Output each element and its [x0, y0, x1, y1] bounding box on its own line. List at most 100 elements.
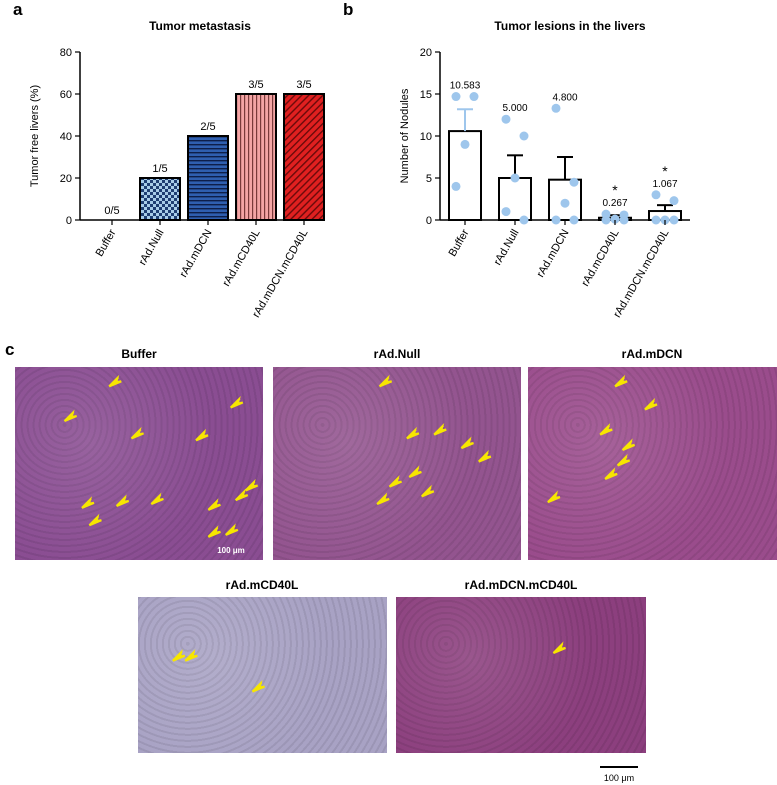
- significance-marker: *: [662, 163, 668, 179]
- data-point: [651, 215, 661, 225]
- data-label: 5.000: [502, 103, 527, 114]
- chart-title: Tumor metastasis: [149, 19, 251, 33]
- histology-image: [138, 597, 387, 753]
- y-axis-label: Number of Nodules: [399, 88, 411, 183]
- bottom-scalebar: 100 μm: [600, 766, 638, 783]
- data-point: [551, 215, 561, 225]
- data-label: 3/5: [248, 79, 263, 91]
- data-point: [510, 173, 520, 183]
- data-label: 2/5: [200, 121, 215, 133]
- histology-title: rAd.mCD40L: [225, 578, 299, 592]
- data-point: [451, 181, 461, 191]
- x-tick-label: rAd.mDCN.mCD40L: [250, 228, 310, 320]
- y-tick-label: 20: [60, 173, 72, 185]
- histology-annotations: [172, 649, 265, 693]
- arrow-marker: [406, 426, 420, 440]
- histology-annotations: 100 μm: [63, 374, 259, 555]
- arrow-marker: [433, 422, 447, 436]
- data-label: 0.267: [602, 198, 627, 209]
- x-tick-label: rAd.mCD40L: [220, 228, 262, 289]
- data-point: [451, 92, 461, 102]
- data-label: 4.800: [552, 92, 577, 103]
- arrow-marker: [108, 374, 122, 388]
- arrow-marker: [207, 498, 221, 511]
- scalebar-label: 100 μm: [604, 773, 634, 783]
- significance-marker: *: [612, 182, 618, 198]
- arrow-marker: [616, 453, 631, 467]
- arrow-marker: [376, 492, 390, 506]
- y-tick-label: 40: [60, 131, 72, 143]
- arrow-marker: [460, 436, 474, 450]
- histology-annotations: [552, 641, 566, 654]
- data-point: [610, 214, 620, 224]
- bar: [235, 93, 277, 221]
- arrow-marker: [184, 649, 198, 662]
- arrow-marker: [614, 374, 628, 388]
- data-point: [460, 139, 470, 149]
- histology-title: rAd.mDCN.mCD40L: [464, 578, 578, 592]
- histology-title: rAd.Null: [373, 347, 421, 361]
- x-tick-label: rAd.mDCN: [178, 227, 215, 279]
- x-tick-label: rAd.Null: [492, 228, 522, 268]
- chart-tumor-lesions: Tumor lesions in the livers Number of Nod…: [399, 19, 690, 320]
- data-point: [569, 215, 579, 225]
- data-point: [551, 103, 561, 113]
- data-point: [669, 215, 679, 225]
- arrow-marker: [644, 397, 658, 411]
- data-point: [519, 215, 529, 225]
- chart-title: Tumor lesions in the livers: [494, 19, 645, 33]
- data-label: 10.583: [450, 81, 481, 92]
- bar: [283, 93, 325, 221]
- y-tick-label: 5: [426, 173, 432, 185]
- y-tick-label: 60: [60, 89, 72, 101]
- x-tick-label: rAd.Null: [137, 228, 167, 268]
- histology-title: rAd.mDCN: [621, 347, 683, 361]
- histology-image: [396, 597, 646, 753]
- x-tick-label: Buffer: [447, 227, 472, 259]
- arrow-marker: [81, 496, 95, 509]
- bar: [498, 177, 532, 221]
- arrow-marker: [234, 488, 249, 502]
- x-tick-label: rAd.mDCN: [535, 227, 572, 279]
- arrow-marker: [130, 426, 144, 440]
- panel-letter-a: a: [13, 0, 23, 19]
- data-point: [560, 198, 570, 208]
- data-point: [501, 207, 511, 217]
- histology-title: Buffer: [121, 347, 157, 361]
- arrow-marker: [552, 641, 566, 654]
- arrow-marker: [225, 523, 239, 536]
- arrow-marker: [599, 422, 613, 436]
- arrow-marker: [378, 374, 393, 388]
- histology-annotations: [376, 374, 492, 506]
- arrow-marker: [408, 465, 422, 479]
- arrow-marker: [478, 449, 492, 463]
- data-label: 0/5: [104, 205, 119, 217]
- x-tick-label: Buffer: [94, 227, 119, 259]
- histology-image: [273, 367, 521, 560]
- arrow-marker: [388, 475, 402, 488]
- arrow-marker: [421, 484, 435, 498]
- x-tick-label: rAd.mCD40L: [579, 228, 621, 289]
- y-tick-label: 0: [66, 215, 72, 227]
- bar: [187, 135, 229, 221]
- data-label: 3/5: [296, 79, 311, 91]
- data-label: 1.067: [652, 179, 677, 190]
- y-tick-label: 20: [420, 47, 432, 59]
- arrow-marker: [604, 467, 618, 480]
- data-point: [501, 114, 511, 124]
- y-tick-label: 15: [420, 89, 432, 101]
- arrow-marker: [115, 494, 130, 507]
- arrow-marker: [207, 525, 221, 538]
- data-point: [669, 196, 679, 206]
- panel-letter-b: b: [343, 0, 354, 19]
- arrow-marker: [88, 513, 102, 527]
- histology-annotations: [547, 374, 658, 504]
- histology-image: 100 μm: [15, 367, 263, 560]
- histology-image: [528, 367, 777, 560]
- data-label: 1/5: [152, 163, 167, 175]
- arrow-marker: [621, 438, 636, 452]
- data-point: [469, 92, 479, 102]
- y-tick-label: 0: [426, 215, 432, 227]
- y-tick-label: 80: [60, 47, 72, 59]
- y-tick-label: 10: [420, 131, 432, 143]
